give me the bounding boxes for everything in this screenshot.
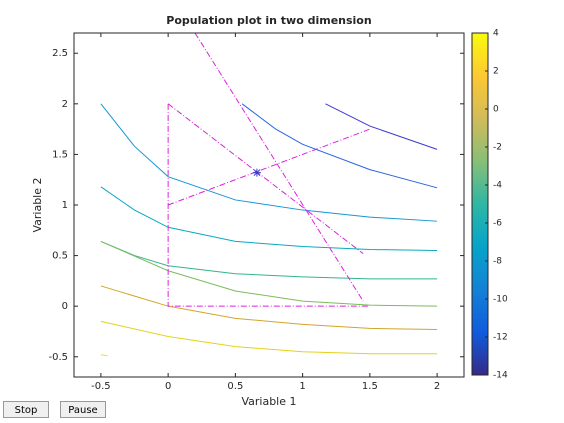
colorbar-tick-label: -8: [493, 257, 502, 267]
x-tick-label: 1.5: [362, 381, 378, 392]
colorbar-tick-label: 4: [493, 29, 499, 39]
stop-button[interactable]: Stop: [3, 401, 49, 418]
contour-line: [100, 103, 438, 222]
x-tick-label: 1: [299, 381, 305, 392]
x-axis-label: Variable 1: [241, 395, 296, 408]
simplex-line: [167, 103, 364, 254]
colorbar-tick-label: -4: [493, 181, 502, 191]
contour-line: [100, 285, 438, 330]
x-tick-label: -0.5: [91, 381, 111, 392]
y-tick-label: 0.5: [52, 251, 68, 262]
colorbar-tick-label: -6: [493, 219, 502, 229]
star-stroke: [253, 169, 261, 176]
y-tick-label: 0: [62, 301, 68, 312]
contour-line: [100, 354, 108, 357]
simplex-line: [194, 32, 364, 302]
x-tick-label: 2: [434, 381, 440, 392]
colorbar-tick-label: -2: [493, 143, 502, 153]
y-tick-label: 2: [62, 99, 68, 110]
y-tick-label: 2.5: [52, 48, 68, 59]
contour-line: [100, 240, 438, 307]
pause-button[interactable]: Pause: [60, 401, 106, 418]
colorbar-tick-label: 0: [493, 105, 499, 115]
contour-line: [100, 186, 438, 252]
y-axis-label: Variable 2: [31, 177, 44, 232]
colorbar-tick-label: 2: [493, 67, 499, 77]
simplex-line: [167, 103, 370, 307]
chart-title: Population plot in two dimension: [166, 14, 371, 27]
contour-line: [325, 103, 438, 150]
contour-line: [241, 103, 438, 189]
colorbar: [471, 32, 489, 376]
colorbar-tick-label: -12: [493, 333, 508, 343]
y-tick-label: 1: [62, 200, 68, 211]
best-point: [252, 168, 261, 177]
colorbar-tick-label: -14: [493, 371, 508, 381]
y-tick-label: -0.5: [48, 352, 68, 363]
x-tick-label: 0: [165, 381, 171, 392]
x-tick-label: 0.5: [227, 381, 243, 392]
colorbar-tick-label: -10: [493, 295, 508, 305]
contour-line: [100, 320, 438, 355]
simplex-line: [167, 128, 371, 206]
y-tick-label: 1.5: [52, 149, 68, 160]
